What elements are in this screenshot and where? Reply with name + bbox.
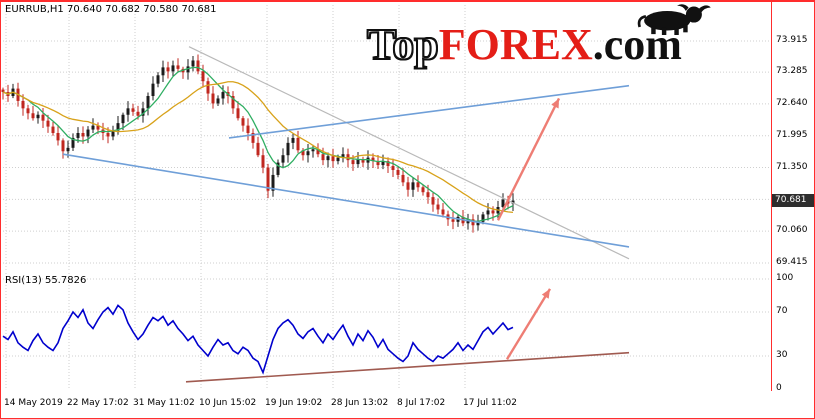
logo-top-text: Top xyxy=(366,20,440,69)
time-axis-label: 22 May 17:02 xyxy=(67,398,129,408)
axis-label: 73.915 xyxy=(776,35,808,45)
axis-label: 71.350 xyxy=(776,161,808,172)
time-axis-label: 28 Jun 13:02 xyxy=(331,398,389,408)
time-axis-label: 10 Jun 15:02 xyxy=(199,398,257,408)
time-axis-label: 19 Jun 19:02 xyxy=(265,398,323,408)
axis-label: 69.415 xyxy=(776,256,808,267)
axis-label: 70.060 xyxy=(776,225,808,236)
time-axis-label: 17 Jul 11:02 xyxy=(463,398,517,408)
time-axis-label: 14 May 2019 xyxy=(4,398,63,408)
time-axis-label: 31 May 11:02 xyxy=(133,398,195,408)
axis-label: 70 xyxy=(776,306,788,316)
panel-separator xyxy=(1,1,814,2)
axis-label: 73.285 xyxy=(776,66,808,77)
axis-label: 71.995 xyxy=(776,129,808,140)
logo-forex-text: FOREX xyxy=(438,20,593,69)
logo-text: TopFOREX.com xyxy=(366,20,757,69)
current-price-badge: 70.681 xyxy=(772,193,814,207)
topforex-logo: TopFOREX.com xyxy=(366,4,757,69)
axis-label: 100 xyxy=(776,273,794,283)
time-axis-label: 8 Jul 17:02 xyxy=(397,398,446,408)
axis-separator xyxy=(771,1,772,391)
bull-logo-icon xyxy=(637,4,711,35)
axis-label: 0 xyxy=(776,383,782,393)
axis-label: 72.640 xyxy=(776,97,808,108)
axis-label: 30 xyxy=(776,350,788,360)
symbol-ohlc-header: EURRUB,H1 70.640 70.682 70.580 70.681 xyxy=(5,4,217,15)
rsi-indicator-label: RSI(13) 55.7826 xyxy=(5,275,87,286)
